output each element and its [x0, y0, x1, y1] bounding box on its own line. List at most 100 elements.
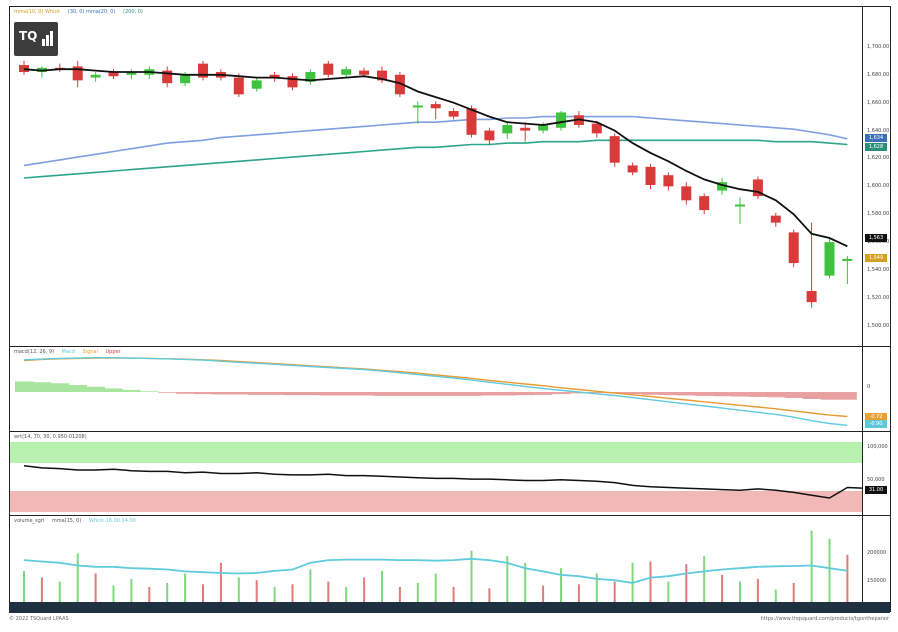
candle-down	[162, 70, 173, 84]
candle-down	[806, 290, 817, 303]
macd-histogram-bar	[748, 392, 768, 397]
macd-pane[interactable]: macd(12, 26, 9) Macd Signal Upper 0 -0.7…	[10, 347, 890, 432]
volume-axis[interactable]: 200000 150000	[863, 516, 890, 603]
volume-ma-line	[23, 557, 848, 584]
volume-bar	[470, 550, 473, 603]
tick-label: 1,620.00	[867, 155, 890, 162]
copyright-text: © 2022 TSQuard LPAAS	[9, 616, 69, 622]
volume-plot-area[interactable]: volume_sgrl mma(15, 0) Whick 18.00 14.00	[10, 516, 863, 603]
legend-item: volume_sgrl	[14, 518, 45, 524]
volume-bar	[291, 584, 294, 603]
candle-down	[663, 175, 674, 187]
ma-short-line	[23, 68, 848, 248]
volume-bar	[202, 584, 204, 603]
macd-chart-svg	[15, 356, 857, 426]
macd-histogram-bar	[462, 392, 481, 396]
oscillator-pane[interactable]: wrt(14, 70, 30, 0.950-01208) 100,000 50,…	[10, 432, 890, 516]
price-axis[interactable]: 1,700.00 1,680.00 1,660.00 1,640.00 1,620.00…	[863, 7, 890, 346]
volume-bar	[649, 561, 652, 603]
volume-bar	[416, 582, 419, 603]
tick-label: 1,660.00	[867, 99, 890, 106]
tick-label: 1,700.00	[867, 43, 890, 50]
oscillator-axis[interactable]: 100,000 50,000 31.00	[863, 432, 890, 515]
macd-plot-area[interactable]: macd(12, 26, 9) Macd Signal Upper	[10, 347, 863, 431]
price-plot-area[interactable]: mma(10, 0) Whick (30, 0) mma(20, 0) (200…	[10, 7, 863, 346]
candle-down	[198, 63, 208, 78]
candle-up	[556, 112, 566, 128]
candle-up	[305, 72, 316, 82]
macd-histogram-bar	[265, 392, 284, 395]
macd-histogram-bar	[229, 392, 249, 395]
ma-blue-line	[23, 115, 848, 167]
macd-histogram-bar	[194, 392, 213, 395]
oscillator-plot-area[interactable]: wrt(14, 70, 30, 0.950-01208)	[10, 432, 863, 515]
legend-item: mma(15, 0)	[51, 518, 82, 524]
oscillator-chart-svg	[10, 442, 862, 512]
candle-down	[591, 123, 602, 134]
legend-item: Whick 18.00 14.00	[88, 518, 136, 524]
candle-up	[735, 204, 745, 207]
macd-zero-label: 0	[867, 384, 871, 390]
candle-up	[824, 242, 835, 276]
macd-histogram-bar	[587, 392, 607, 394]
volume-bar	[774, 589, 777, 603]
macd-legend: macd(12, 26, 9) Macd Signal Upper	[14, 349, 127, 355]
volume-bar	[58, 581, 61, 603]
time-axis[interactable]	[9, 602, 890, 613]
candle-down	[609, 136, 620, 163]
tick-label: 1,600.00	[867, 183, 890, 190]
candle-up	[251, 80, 262, 89]
oscillator-band	[10, 442, 862, 463]
price-pane[interactable]: mma(10, 0) Whick (30, 0) mma(20, 0) (200…	[10, 7, 890, 347]
price-tag: 1,634	[865, 134, 887, 143]
macd-histogram-bar	[820, 392, 839, 400]
candle-down	[520, 127, 531, 131]
volume-bar	[577, 584, 580, 603]
candle-down	[359, 70, 370, 75]
volume-bar	[237, 577, 240, 603]
macd-histogram-bar	[211, 392, 231, 395]
volume-bar	[130, 578, 133, 603]
macd-histogram-bar	[247, 392, 267, 395]
volume-pane[interactable]: volume_sgrl mma(15, 0) Whick 18.00 14.00…	[10, 516, 890, 603]
tick-label: 200000	[867, 550, 887, 556]
candle-down	[448, 111, 459, 117]
macd-histogram-bar	[802, 392, 821, 399]
tick-label: 100,000	[867, 444, 888, 450]
candle-up	[412, 105, 423, 108]
price-chart-svg	[19, 60, 853, 308]
macd-histogram-bar	[68, 385, 88, 392]
candle-down	[19, 65, 29, 72]
tick-label: 1,540.00	[867, 267, 890, 274]
candle-down	[323, 63, 334, 75]
tick-label: 1,580.00	[867, 211, 890, 218]
volume-bar	[506, 556, 509, 603]
legend-item: wrt(14, 70, 30, 0.950-01208)	[14, 434, 87, 440]
volume-bar	[828, 538, 831, 603]
macd-histogram-bar	[766, 392, 786, 398]
macd-axis[interactable]: 0 -0.72 -0.90	[863, 347, 890, 431]
macd-histogram-bar	[319, 392, 338, 396]
legend-item: (30, 0) mma(20, 0)	[67, 9, 116, 15]
volume-bar	[810, 530, 813, 603]
candle-down	[233, 77, 244, 95]
macd-histogram-bar	[104, 388, 123, 392]
macd-histogram-bar	[534, 392, 553, 395]
macd-tag: -0.90	[865, 419, 887, 428]
macd-histogram-bar	[337, 392, 356, 396]
candle-down	[377, 70, 387, 81]
candle-down	[627, 165, 638, 173]
macd-histogram-bar	[140, 391, 159, 392]
macd-histogram-bar	[552, 392, 571, 395]
price-tag: 1,628	[865, 142, 887, 151]
macd-histogram-bar	[15, 381, 34, 392]
macd-histogram-bar	[301, 392, 320, 396]
legend-item: Signal	[82, 349, 98, 355]
macd-histogram-bar	[731, 392, 750, 397]
macd-histogram-bar	[677, 392, 696, 396]
candle-down	[645, 166, 656, 185]
volume-legend: volume_sgrl mma(15, 0) Whick 18.00 14.00	[14, 518, 142, 524]
volume-bar	[488, 588, 491, 603]
candle-down	[770, 215, 781, 223]
candle-down	[72, 66, 83, 81]
